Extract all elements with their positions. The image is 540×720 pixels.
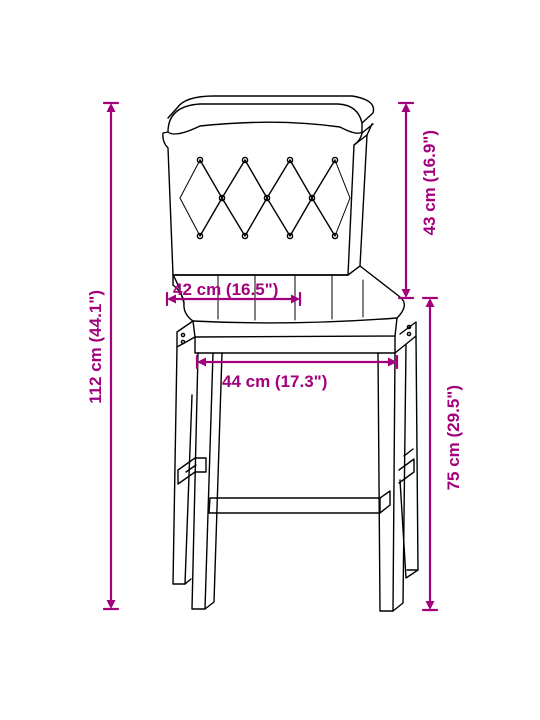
label-seat-width: 44 cm (17.3") [222, 372, 327, 392]
label-seat-depth: 42 cm (16.5") [173, 280, 278, 300]
label-total-height: 112 cm (44.1") [86, 290, 106, 404]
diagram-stage: 112 cm (44.1") 43 cm (16.9") 75 cm (29.5… [0, 0, 540, 720]
label-seat-height: 75 cm (29.5") [444, 385, 464, 490]
label-backrest-height: 43 cm (16.9") [420, 130, 440, 235]
dimension-lines [0, 0, 540, 720]
